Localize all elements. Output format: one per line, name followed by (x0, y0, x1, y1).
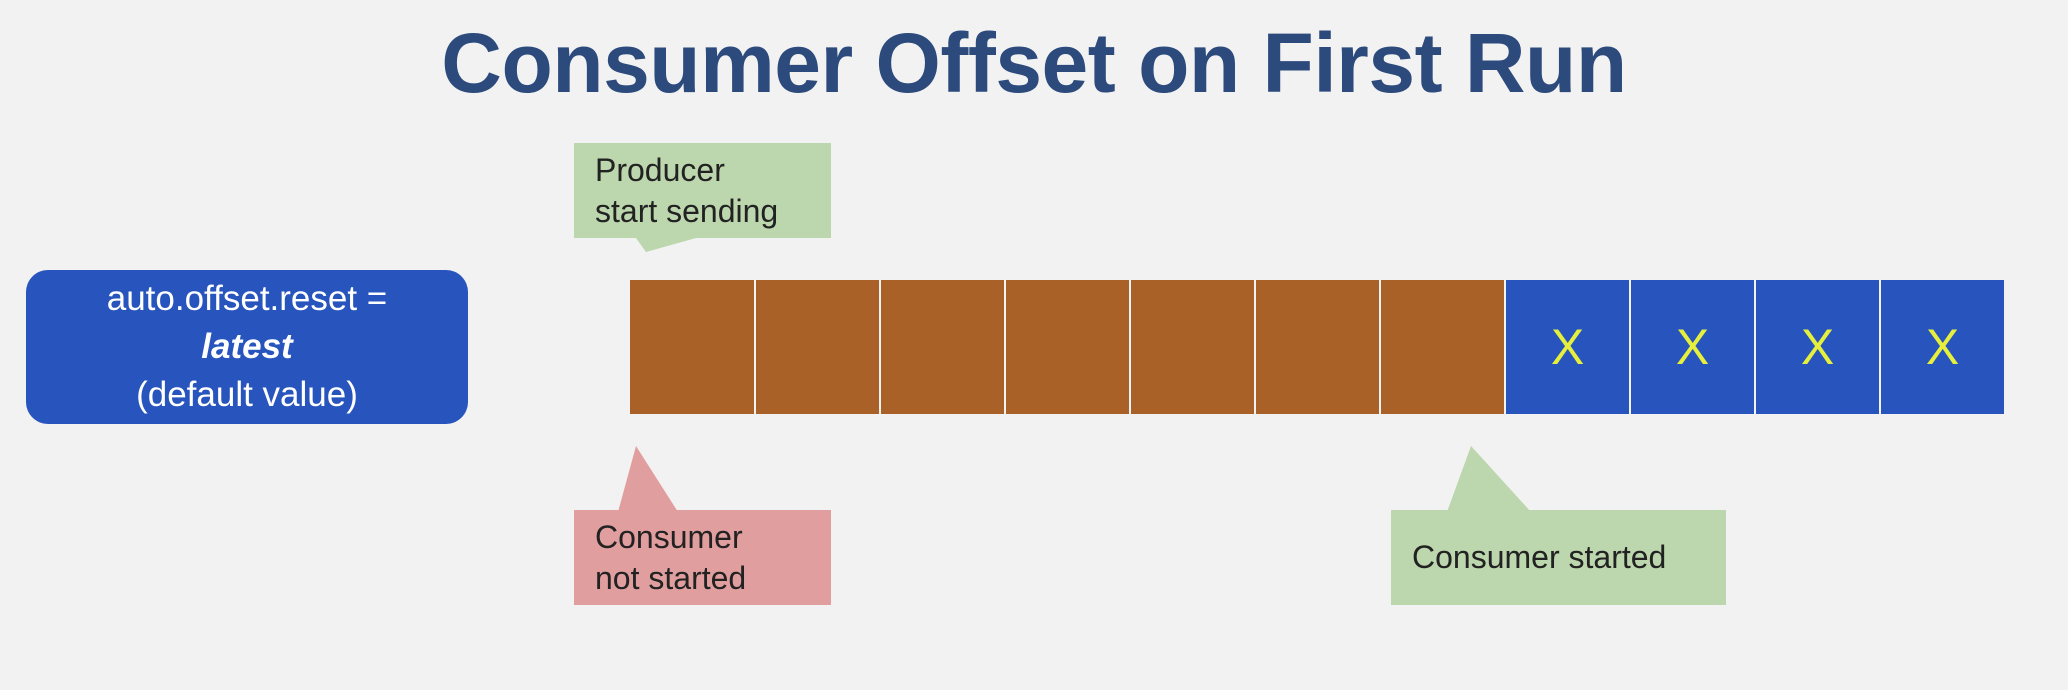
consumer-not-started-callout-pointer (618, 446, 678, 512)
existing-message-cell (879, 280, 1004, 414)
setting-default-note: (default value) (136, 375, 358, 414)
producer-callout-line2: start sending (595, 193, 779, 229)
existing-message-cell (754, 280, 879, 414)
producer-callout-line1: Producer (595, 152, 725, 188)
new-message-cell: X (1879, 280, 2004, 414)
consumer-started-callout: Consumer started (1391, 446, 1726, 605)
consumer-not-started-line1: Consumer (595, 519, 743, 555)
setting-key-text: auto.offset.reset = (106, 279, 388, 318)
consumer-not-started-callout: Consumer not started (574, 446, 831, 605)
existing-message-cell (1129, 280, 1254, 414)
consumer-started-callout-pointer (1447, 446, 1531, 512)
new-message-cell: X (1629, 280, 1754, 414)
slide-title: Consumer Offset on First Run (441, 16, 1627, 110)
producer-callout-pointer (636, 238, 696, 252)
new-message-cell: X (1754, 280, 1879, 414)
existing-message-cell (1004, 280, 1129, 414)
setting-value-text: latest (201, 327, 293, 366)
consumer-started-text: Consumer started (1412, 539, 1667, 575)
offset-reset-setting-box: auto.offset.reset = latest (default valu… (26, 270, 468, 424)
existing-message-cell (1379, 280, 1504, 414)
producer-start-callout: Producer start sending (574, 143, 831, 252)
new-message-cell: X (1504, 280, 1629, 414)
existing-message-cell (1254, 280, 1379, 414)
consumer-not-started-line2: not started (595, 560, 747, 596)
existing-message-cell (630, 280, 754, 414)
